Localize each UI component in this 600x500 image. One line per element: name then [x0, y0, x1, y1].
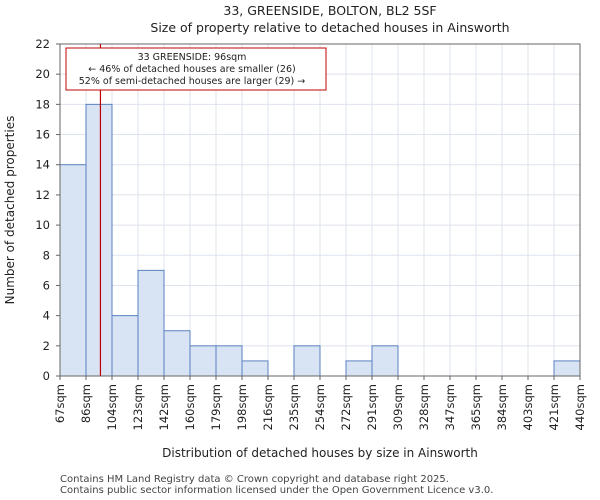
ytick-label-4: 4 [43, 309, 50, 323]
bar-123sqm [137, 269, 165, 377]
ytick-label-16: 16 [35, 128, 50, 142]
annotation-frame [65, 47, 327, 91]
ytick-label-22: 22 [35, 37, 50, 51]
xtick-label-123sqm: 123sqm [131, 384, 145, 430]
x-axis-label: Distribution of detached houses by size … [162, 446, 478, 460]
xtick-label-365sqm: 365sqm [469, 384, 483, 430]
ytick-label-14: 14 [35, 158, 50, 172]
xtick-label-328sqm: 328sqm [417, 384, 431, 430]
annotation-box: 33 GREENSIDE: 96sqm ← 46% of detached ho… [65, 47, 327, 91]
chart-title: 33, GREENSIDE, BOLTON, BL2 5SF [223, 3, 436, 18]
bar-235sqm [293, 345, 321, 377]
ytick-label-10: 10 [35, 218, 50, 232]
xtick-label-347sqm: 347sqm [443, 384, 457, 430]
annotation-line-2: ← 46% of detached houses are smaller (26… [88, 64, 295, 75]
bar-86sqm [85, 103, 113, 377]
footer-licence: Contains public sector information licen… [60, 485, 494, 496]
y-axis-label: Number of detached properties [3, 116, 17, 305]
xtick-label-67sqm: 67sqm [53, 384, 67, 423]
ytick-label-0: 0 [43, 369, 50, 383]
bar-160sqm [189, 345, 217, 377]
xtick-label-86sqm: 86sqm [79, 384, 93, 423]
ytick-label-2: 2 [43, 339, 50, 353]
xtick-label-384sqm: 384sqm [495, 384, 509, 430]
chart-subtitle: Size of property relative to detached ho… [150, 20, 509, 35]
xtick-label-254sqm: 254sqm [313, 384, 327, 430]
ytick-label-20: 20 [35, 67, 50, 81]
xtick-label-104sqm: 104sqm [105, 384, 119, 430]
xtick-label-272sqm: 272sqm [339, 384, 353, 430]
bar-142sqm [163, 330, 191, 377]
ytick-label-12: 12 [35, 188, 50, 202]
xtick-label-403sqm: 403sqm [521, 384, 535, 430]
bar-272sqm [345, 360, 373, 377]
xtick-label-160sqm: 160sqm [183, 384, 197, 430]
bar-67sqm [59, 164, 87, 377]
bar-104sqm [111, 315, 139, 377]
xtick-label-291sqm: 291sqm [365, 384, 379, 430]
ytick-label-6: 6 [43, 278, 50, 292]
xtick-label-421sqm: 421sqm [547, 384, 561, 430]
bar-291sqm [371, 345, 399, 377]
xtick-label-235sqm: 235sqm [287, 384, 301, 430]
xtick-label-179sqm: 179sqm [209, 384, 223, 430]
bar-179sqm [215, 345, 243, 377]
histogram-chart: 33, GREENSIDE, BOLTON, BL2 5SF Size of p… [3, 3, 587, 460]
y-axis-ticks: 0 2 4 6 8 10 12 14 16 18 20 22 [35, 37, 60, 383]
bar-421sqm [553, 360, 581, 377]
xtick-label-142sqm: 142sqm [157, 384, 171, 430]
xtick-label-216sqm: 216sqm [261, 384, 275, 430]
xtick-label-309sqm: 309sqm [391, 384, 405, 430]
ytick-label-18: 18 [35, 97, 50, 111]
xtick-label-198sqm: 198sqm [235, 384, 249, 430]
bar-198sqm [241, 360, 269, 377]
x-axis-ticks: 67sqm 86sqm 104sqm 123sqm 142sqm 160sqm 179sqm… [53, 376, 587, 430]
xtick-label-440sqm: 440sqm [573, 384, 587, 430]
annotation-line-1: 33 GREENSIDE: 96sqm [138, 52, 247, 63]
footer-copyright: Contains HM Land Registry data © Crown c… [60, 474, 449, 485]
ytick-label-8: 8 [43, 248, 50, 262]
bars [59, 103, 581, 377]
annotation-line-3: 52% of semi-detached houses are larger (… [79, 76, 306, 87]
